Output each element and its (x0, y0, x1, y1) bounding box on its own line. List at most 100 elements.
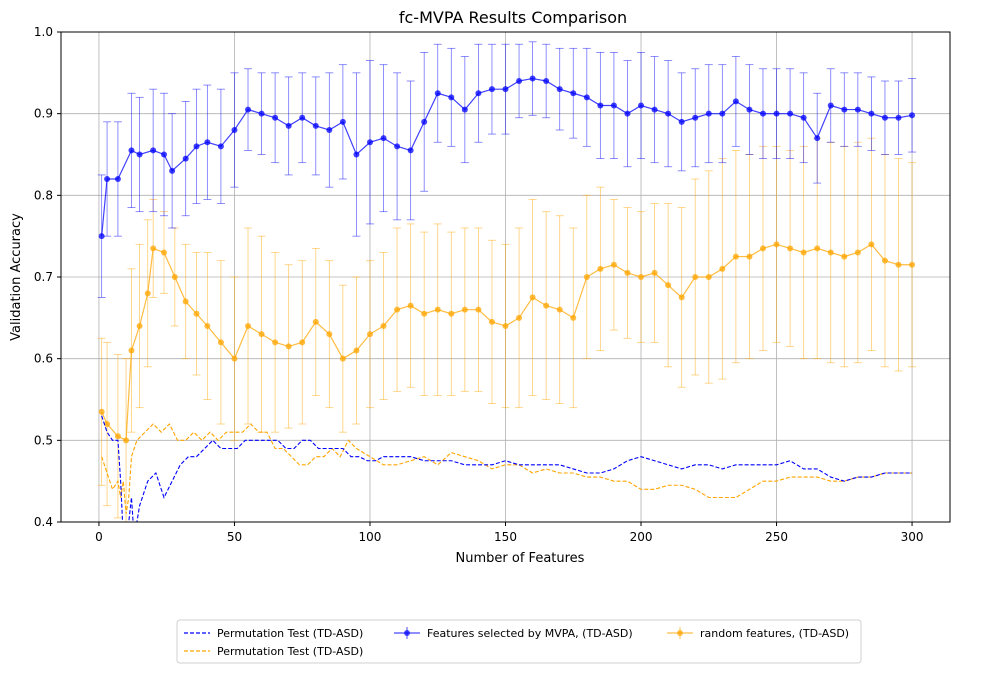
legend-label: Permutation Test (TD-ASD) (217, 627, 363, 640)
data-point (597, 265, 604, 272)
data-point (638, 102, 645, 109)
legend-item-perm-orange: Permutation Test (TD-ASD) (184, 645, 363, 658)
data-point (732, 98, 739, 105)
data-point (160, 151, 167, 158)
data-point (407, 302, 414, 309)
x-tick-label: 300 (901, 530, 924, 544)
data-point (746, 106, 753, 113)
series-1 (97, 137, 917, 522)
data-point (868, 110, 875, 117)
data-point (114, 433, 121, 440)
data-point (171, 274, 178, 280)
legend-label: Permutation Test (TD-ASD) (217, 645, 363, 658)
data-point (285, 343, 292, 350)
axis-ticks: 0 50 100 150 200 250 300 0.4 0.5 0.6 0.7 0.8 0.9 1.0 (34, 25, 924, 544)
legend-label: random features, (TD-ASD) (700, 627, 849, 640)
data-point (529, 75, 536, 82)
data-point (610, 261, 617, 268)
x-tick-label: 0 (95, 530, 103, 544)
data-point (841, 253, 848, 260)
data-point (597, 102, 604, 109)
x-tick-label: 50 (227, 530, 242, 544)
data-point (128, 347, 135, 354)
data-point (800, 249, 807, 256)
data-point (394, 306, 401, 313)
data-point (421, 310, 428, 317)
data-point (434, 90, 441, 97)
data-point (193, 143, 200, 150)
series-line (101, 77, 913, 237)
data-point (854, 106, 861, 113)
data-point (570, 314, 577, 321)
data-point (759, 110, 766, 117)
series-line (101, 415, 913, 522)
data-point (665, 282, 672, 289)
data-point (136, 323, 143, 329)
data-point (475, 306, 482, 313)
data-point (448, 94, 455, 101)
data-point (204, 139, 211, 146)
data-point (881, 257, 888, 264)
data-point (543, 302, 550, 309)
data-point (231, 127, 238, 133)
y-tick-label: 0.4 (34, 515, 53, 529)
data-point (516, 314, 523, 321)
data-point (339, 355, 346, 362)
data-point (732, 253, 739, 260)
data-point (150, 147, 157, 154)
data-point (245, 106, 252, 113)
chart-title: fc-MVPA Results Comparison (399, 8, 627, 27)
data-point (502, 86, 509, 93)
data-point (488, 86, 495, 93)
data-point (488, 318, 495, 325)
data-point (868, 241, 875, 248)
x-tick-label: 200 (630, 530, 653, 544)
data-point (909, 112, 916, 119)
data-point (543, 78, 550, 84)
y-tick-label: 1.0 (34, 25, 53, 39)
data-point (380, 323, 387, 329)
legend-item-random: random features, (TD-ASD) (667, 627, 849, 640)
data-point (128, 147, 135, 154)
data-point (529, 294, 536, 301)
data-point (665, 110, 672, 117)
data-point (624, 269, 631, 276)
data-point (461, 306, 468, 313)
data-point (394, 143, 401, 150)
data-point (516, 78, 523, 84)
data-point (312, 122, 319, 129)
data-point (583, 94, 590, 101)
data-point (204, 323, 211, 329)
data-point (678, 118, 685, 125)
series-layer (97, 41, 917, 522)
legend-marker (677, 630, 683, 636)
data-point (895, 261, 902, 268)
data-point (895, 114, 902, 121)
data-point (719, 110, 726, 117)
data-point (624, 110, 631, 117)
data-point (610, 102, 617, 109)
data-point (773, 241, 780, 248)
data-point (272, 339, 279, 346)
data-point (353, 347, 360, 354)
data-point (136, 151, 143, 158)
data-point (556, 86, 563, 93)
data-point (299, 339, 306, 346)
data-point (421, 118, 428, 125)
data-point (245, 323, 252, 329)
data-point (353, 151, 360, 158)
data-point (231, 355, 238, 362)
data-point (841, 106, 848, 113)
data-point (570, 90, 577, 97)
data-point (98, 408, 105, 415)
data-point (800, 114, 807, 121)
series-0 (97, 41, 917, 298)
x-tick-label: 150 (494, 530, 517, 544)
data-point (787, 245, 794, 252)
data-point (182, 298, 189, 305)
data-point (814, 245, 821, 252)
data-point (144, 290, 151, 297)
series-2 (101, 415, 913, 522)
y-tick-label: 0.7 (34, 270, 53, 284)
x-axis-label: Number of Features (456, 551, 585, 566)
